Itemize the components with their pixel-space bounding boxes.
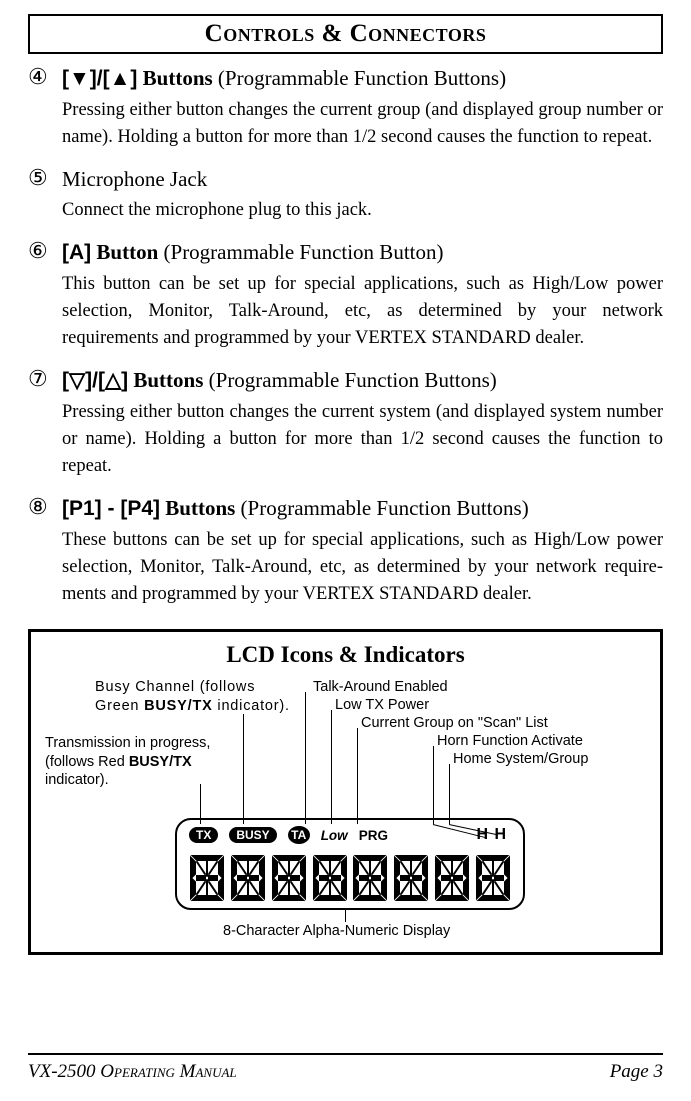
label-home: Home System/Group — [453, 750, 588, 768]
tx-icon: TX — [189, 827, 218, 843]
segment-char — [393, 854, 429, 902]
lcd-title: LCD Icons & Indicators — [45, 642, 646, 668]
list-item: ④ [▼]/[▲] Buttons (Programmable Function … — [28, 64, 663, 151]
item-heading: [▽]/[△] Buttons (Programmable Function B… — [62, 366, 497, 395]
segment-char — [271, 854, 307, 902]
label-busy: Busy Channel (follows Green BUSY/TX indi… — [95, 678, 295, 714]
item-heading: [P1] - [P4] Buttons (Programmable Functi… — [62, 494, 529, 523]
item-number: ⑧ — [28, 494, 54, 520]
callout-line — [331, 710, 332, 824]
item-number: ⑦ — [28, 366, 54, 392]
low-icon: Low — [321, 828, 348, 843]
lcd-panel: TX BUSY TA Low PRG H H — [175, 818, 525, 910]
item-heading: Microphone Jack — [62, 165, 207, 193]
segment-char — [230, 854, 266, 902]
label-horn: Horn Function Activate — [437, 732, 583, 750]
segment-char — [475, 854, 511, 902]
busy-icon: BUSY — [229, 827, 276, 843]
label-low: Low TX Power — [335, 696, 429, 714]
segment-char — [312, 854, 348, 902]
segment-char — [189, 854, 225, 902]
label-8char: 8-Character Alpha-Numeric Display — [223, 922, 450, 940]
section-title-box: Controls & Connectors — [28, 14, 663, 54]
item-head: ④ [▼]/[▲] Buttons (Programmable Function … — [28, 64, 663, 93]
callout-line — [243, 714, 244, 824]
item-head: ⑤ Microphone Jack — [28, 165, 663, 193]
callout-line — [200, 784, 201, 824]
prg-icon: PRG — [359, 828, 388, 843]
page-footer: VX-2500 Operating Manual Page 3 — [28, 1053, 663, 1083]
lcd-icon-row: TX BUSY TA Low PRG H H — [189, 826, 511, 844]
lcd-diagram: Busy Channel (follows Green BUSY/TX indi… — [45, 678, 646, 938]
items-container: ④ [▼]/[▲] Buttons (Programmable Function … — [28, 64, 663, 607]
ta-icon: TA — [288, 826, 310, 844]
item-body: Connect the microphone plug to this jack… — [62, 197, 663, 224]
label-prg: Current Group on "Scan" List — [361, 714, 548, 732]
lcd-indicators-box: LCD Icons & Indicators Busy Channel (fol… — [28, 629, 663, 955]
callout-line — [357, 728, 358, 824]
segment-char — [352, 854, 388, 902]
callout-line — [433, 746, 434, 824]
item-number: ⑥ — [28, 238, 54, 264]
callout-line — [449, 764, 450, 824]
item-number: ④ — [28, 64, 54, 90]
label-tx: Transmission in progress, (follows Red B… — [45, 734, 240, 788]
section-title: Controls & Connectors — [205, 20, 487, 47]
item-head: ⑥ [A] Button (Programmable Function Butto… — [28, 238, 663, 267]
list-item: ⑦ [▽]/[△] Buttons (Programmable Function … — [28, 366, 663, 480]
label-ta: Talk-Around Enabled — [313, 678, 448, 696]
item-heading: [A] Button (Programmable Function Button… — [62, 238, 443, 267]
item-body: Pressing either button changes the curre… — [62, 97, 663, 151]
item-number: ⑤ — [28, 165, 54, 191]
item-body: Pressing either button changes the curre… — [62, 399, 663, 479]
callout-line — [305, 692, 306, 824]
item-body: These buttons can be set up for special … — [62, 527, 663, 607]
item-heading: [▼]/[▲] Buttons (Programmable Function B… — [62, 64, 506, 93]
callout-line — [433, 746, 434, 747]
item-head: ⑧ [P1] - [P4] Buttons (Programmable Funct… — [28, 494, 663, 523]
callout-line — [345, 910, 346, 922]
item-head: ⑦ [▽]/[△] Buttons (Programmable Function … — [28, 366, 663, 395]
segment-char — [434, 854, 470, 902]
segment-row — [189, 854, 511, 902]
list-item: ⑧ [P1] - [P4] Buttons (Programmable Funct… — [28, 494, 663, 608]
footer-manual-name: VX-2500 Operating Manual — [28, 1061, 237, 1083]
list-item: ⑤ Microphone Jack Connect the microphone p… — [28, 165, 663, 224]
footer-page-number: Page 3 — [610, 1061, 663, 1083]
item-body: This button can be set up for special ap… — [62, 271, 663, 351]
list-item: ⑥ [A] Button (Programmable Function Butto… — [28, 238, 663, 352]
